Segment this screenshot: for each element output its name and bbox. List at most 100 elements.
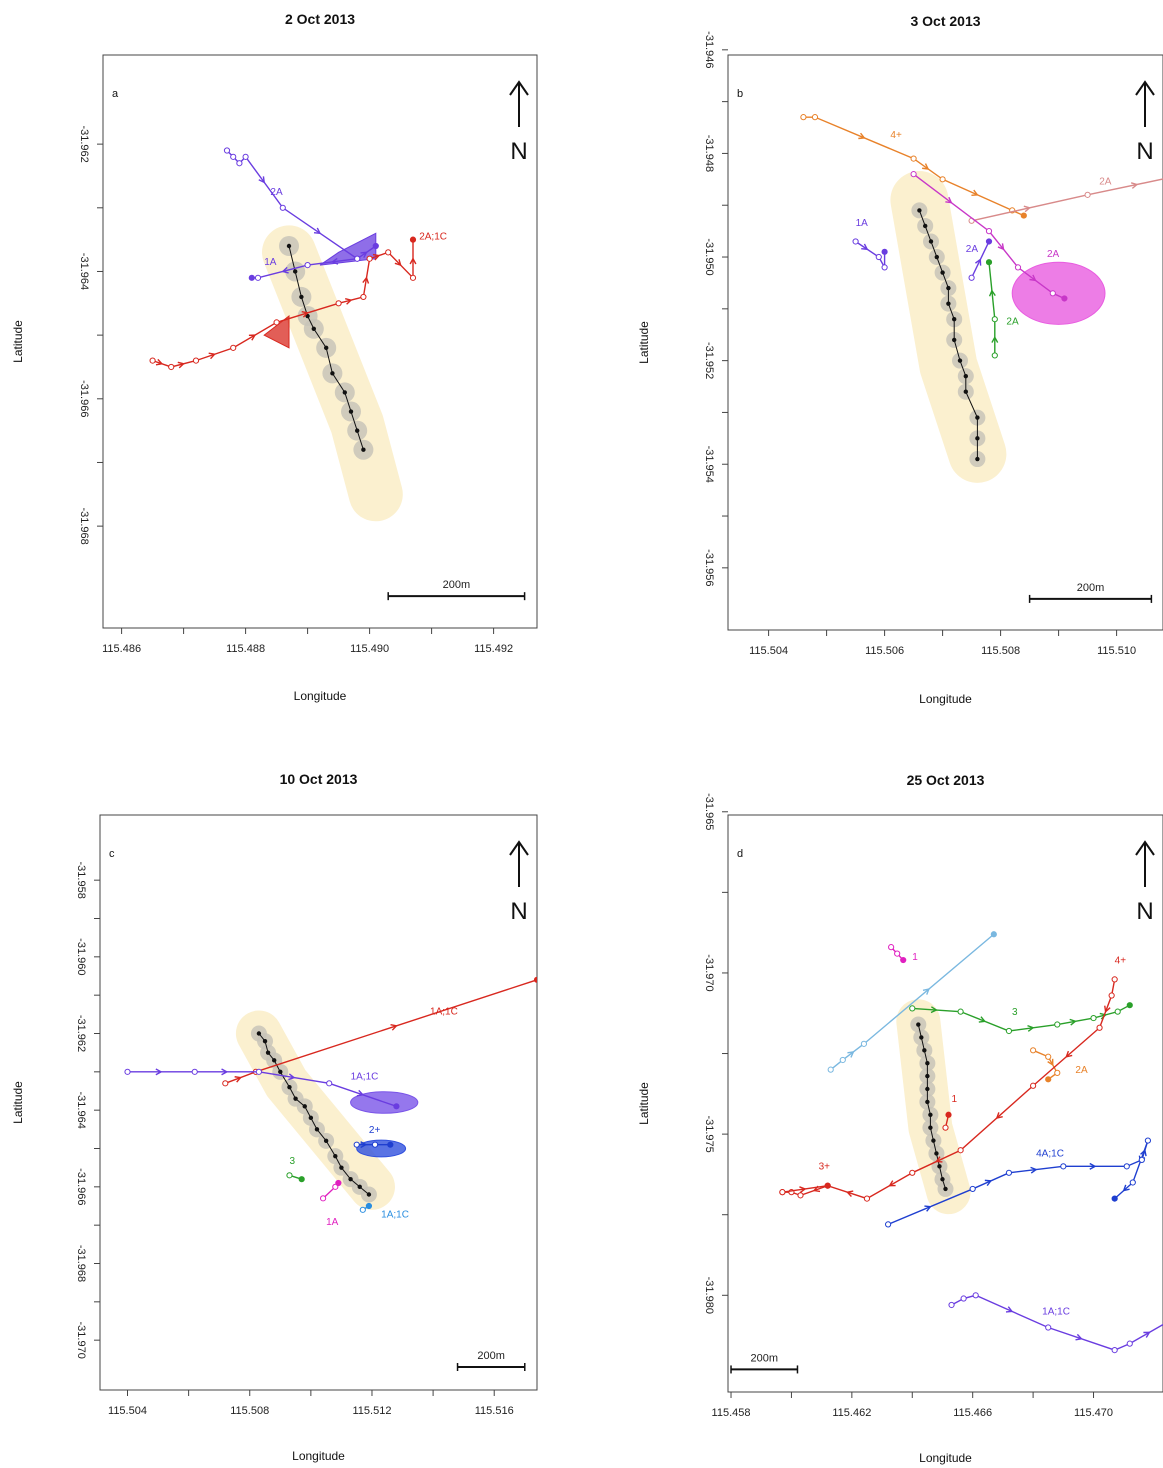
panel-letter: a bbox=[112, 88, 119, 100]
track-arrow bbox=[356, 1089, 365, 1097]
sighting-point bbox=[230, 344, 237, 351]
transect-point bbox=[940, 270, 945, 275]
transect-point bbox=[314, 1127, 320, 1132]
x-axis-label: Longitude bbox=[919, 692, 972, 706]
transect-point bbox=[923, 223, 928, 229]
sighting-point bbox=[1049, 290, 1056, 297]
sighting-point bbox=[779, 1189, 786, 1196]
track-arrow bbox=[924, 1205, 932, 1212]
sighting-point bbox=[860, 1040, 868, 1047]
track-arrow bbox=[984, 1179, 993, 1187]
transect-point bbox=[928, 1112, 933, 1117]
sighting-point bbox=[957, 1147, 964, 1154]
x-tick-label: 115.516 bbox=[475, 1405, 514, 1417]
track-arrow bbox=[1023, 205, 1032, 213]
y-tick-label: -31.948 bbox=[703, 135, 715, 172]
track-arrow bbox=[360, 1141, 368, 1149]
sighting-point bbox=[1030, 1082, 1037, 1089]
y-tick-label: -31.968 bbox=[75, 1245, 87, 1282]
transect-point bbox=[342, 390, 347, 395]
transect-point bbox=[339, 1165, 344, 1170]
sighting-point bbox=[968, 274, 975, 281]
chart-title: 3 Oct 2013 bbox=[910, 13, 980, 29]
sighting-point bbox=[371, 1141, 379, 1148]
sighting-point bbox=[533, 976, 537, 983]
panel-b: 3 Oct 2013 Longitude Latitude 115.504 115.50… bbox=[637, 13, 1163, 706]
transect-point bbox=[293, 269, 298, 274]
sighting-point bbox=[969, 1185, 976, 1193]
transect-point bbox=[925, 1061, 930, 1066]
sighting-point bbox=[888, 944, 895, 951]
track-arrow bbox=[995, 1112, 1003, 1119]
sighting-point bbox=[885, 1221, 892, 1228]
sighting-point bbox=[800, 114, 807, 121]
track-arrow bbox=[935, 1156, 943, 1163]
track-arrow bbox=[1029, 274, 1037, 282]
track-arrow bbox=[978, 1016, 987, 1023]
movement-polygon bbox=[263, 315, 290, 349]
sighting-point bbox=[230, 153, 237, 160]
sighting-point bbox=[248, 274, 255, 281]
sighting-point bbox=[900, 956, 907, 964]
track-arrow bbox=[1027, 1024, 1035, 1032]
chart-title: 25 Oct 2013 bbox=[907, 772, 985, 788]
group-track bbox=[971, 178, 1163, 222]
transect-point bbox=[324, 345, 329, 351]
group-label: 2A bbox=[966, 244, 979, 255]
transect-point bbox=[333, 1153, 338, 1159]
sighting-point bbox=[304, 262, 311, 269]
group-label: 1A;1C bbox=[430, 1006, 458, 1017]
plot-frame bbox=[102, 54, 538, 629]
sighting-point bbox=[811, 114, 819, 121]
x-axis-label: Longitude bbox=[294, 689, 347, 703]
x-tick-label: 115.512 bbox=[353, 1405, 392, 1417]
sighting-point bbox=[1061, 295, 1068, 302]
sighting-point bbox=[223, 147, 231, 154]
sighting-point bbox=[824, 1182, 831, 1189]
y-tick-label: -31.964 bbox=[78, 253, 90, 290]
track-arrow bbox=[301, 310, 309, 318]
track-arrow bbox=[345, 297, 353, 305]
error-ellipse bbox=[1011, 261, 1106, 325]
plot-area: 1 3 2A 4+ 3+ 1 4A;1C 1A;1C bbox=[779, 931, 1163, 1354]
track-arrow bbox=[922, 163, 930, 170]
sighting-point bbox=[387, 1141, 394, 1148]
sighting-point bbox=[353, 1141, 360, 1148]
group-label: 2+ bbox=[369, 1125, 381, 1136]
track-arrow bbox=[1122, 1184, 1130, 1192]
plot-frame bbox=[99, 814, 538, 1391]
group-label: 2A;1C bbox=[419, 232, 447, 243]
sighting-point bbox=[1114, 1008, 1121, 1015]
chart-title: 2 Oct 2013 bbox=[285, 11, 355, 27]
track-arrow bbox=[330, 257, 339, 265]
track-arrow bbox=[248, 334, 257, 341]
sighting-point bbox=[254, 274, 262, 281]
sighting-point bbox=[149, 357, 156, 364]
transect-point bbox=[357, 1184, 362, 1190]
north-arrow-head bbox=[509, 80, 529, 96]
x-tick-label: 115.470 bbox=[1074, 1407, 1113, 1419]
sighting-point bbox=[985, 228, 993, 235]
transect-point bbox=[925, 1099, 930, 1105]
group-label: 3+ bbox=[819, 1162, 831, 1173]
scale-bar-label: 200m bbox=[477, 1350, 505, 1362]
sighting-point bbox=[273, 319, 280, 326]
group-label: 1 bbox=[952, 1094, 958, 1105]
sighting-point bbox=[894, 950, 901, 957]
group-label: 1A;1C bbox=[351, 1072, 379, 1083]
sighting-point bbox=[863, 1195, 871, 1202]
transect-point bbox=[925, 1073, 930, 1079]
transect-point bbox=[278, 1069, 283, 1075]
sighting-point bbox=[222, 1080, 229, 1087]
y-tick-label: -31.962 bbox=[75, 1015, 87, 1052]
transect-line bbox=[917, 1024, 946, 1190]
sighting-point bbox=[991, 316, 998, 323]
sighting-point bbox=[319, 1195, 327, 1202]
group-label: 1A bbox=[856, 218, 869, 229]
x-tick-label: 115.504 bbox=[749, 645, 788, 657]
sighting-point bbox=[839, 1056, 846, 1064]
transect-point bbox=[299, 294, 304, 300]
sighting-point bbox=[286, 1172, 293, 1179]
x-axis-label: Longitude bbox=[919, 1451, 972, 1465]
